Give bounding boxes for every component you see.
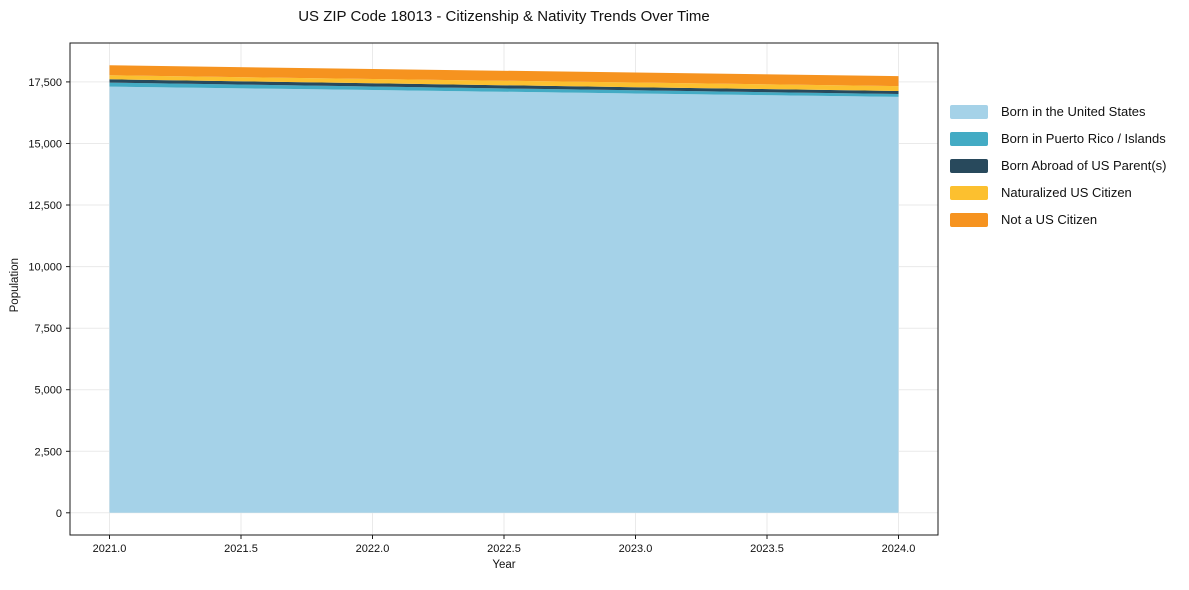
area-series-0 [109, 86, 899, 513]
y-tick-label: 12,500 [28, 200, 62, 212]
x-tick-label: 2022.5 [487, 543, 521, 555]
legend-label-born-puerto-rico: Born in Puerto Rico / Islands [1001, 131, 1166, 146]
legend-swatch-born-puerto-rico [950, 131, 988, 146]
y-tick-label: 17,500 [28, 77, 62, 89]
legend-label-not-citizen: Not a US Citizen [1001, 212, 1098, 227]
y-tick-label: 10,000 [28, 262, 62, 274]
x-tick-label: 2024.0 [882, 543, 916, 555]
legend-label-born-in-us: Born in the United States [1001, 104, 1146, 119]
area-series-3 [109, 75, 899, 91]
y-tick-label: 15,000 [28, 139, 62, 151]
x-axis-label: Year [492, 559, 516, 571]
legend-swatch-born-abroad [950, 158, 988, 173]
legend-item-born-abroad: Born Abroad of US Parent(s) [950, 158, 1166, 173]
legend-swatch-not-citizen [950, 212, 988, 227]
legend-label-born-abroad: Born Abroad of US Parent(s) [1001, 158, 1167, 173]
area-series-1 [109, 82, 899, 97]
chart-title: US ZIP Code 18013 - Citizenship & Nativi… [298, 8, 710, 25]
y-tick-label: 2,500 [34, 446, 62, 458]
legend-swatch-born-in-us [950, 104, 988, 119]
legend-item-not-citizen: Not a US Citizen [950, 212, 1166, 227]
area-series-2 [109, 79, 899, 94]
x-tick-label: 2023.0 [619, 543, 653, 555]
x-tick-label: 2023.5 [750, 543, 784, 555]
legend-item-naturalized: Naturalized US Citizen [950, 185, 1166, 200]
x-tick-label: 2021.5 [224, 543, 258, 555]
legend-label-naturalized: Naturalized US Citizen [1001, 185, 1132, 200]
y-tick-label: 0 [56, 508, 62, 520]
legend: Born in the United States Born in Puerto… [950, 104, 1166, 227]
legend-item-born-puerto-rico: Born in Puerto Rico / Islands [950, 131, 1166, 146]
x-tick-label: 2021.0 [93, 543, 127, 555]
area-series-4 [109, 65, 899, 87]
y-tick-label: 7,500 [34, 323, 62, 335]
x-tick-label: 2022.0 [356, 543, 390, 555]
y-tick-label: 5,000 [34, 385, 62, 397]
legend-swatch-naturalized [950, 185, 988, 200]
legend-item-born-in-us: Born in the United States [950, 104, 1166, 119]
